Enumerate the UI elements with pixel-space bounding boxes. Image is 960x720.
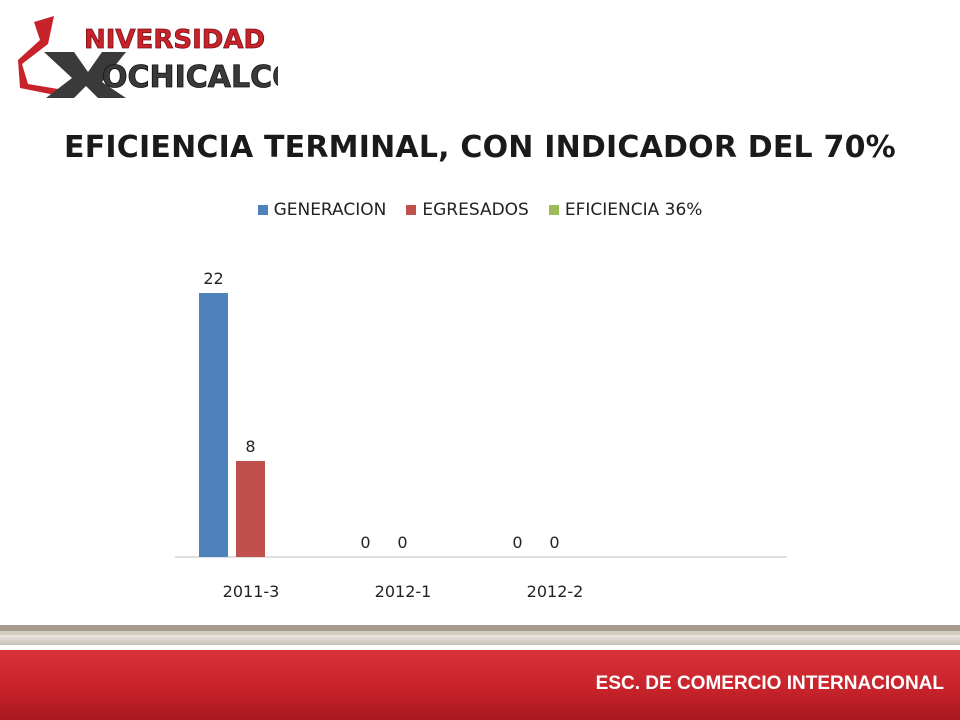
bar-generacion-2011-3	[199, 293, 228, 557]
x-tick-labels-group: 2011-3 2012-1 2012-2	[223, 582, 584, 601]
data-label-egresados-2012-1: 0	[397, 533, 407, 552]
data-label-generacion-2011-3: 22	[203, 269, 223, 288]
data-label-generacion-2012-2: 0	[512, 533, 522, 552]
legend-swatch-eficiencia	[548, 205, 559, 215]
footer-stripe-light	[0, 631, 960, 635]
logo-line2: OCHICALCO	[102, 60, 278, 95]
footer-stripe-shade	[0, 635, 960, 645]
legend-swatch-generacion	[257, 205, 268, 215]
bar-chart: 22 8 0 0 0 0 2011-3 2012-1 2012-2	[175, 269, 787, 601]
legend-label-eficiencia: EFICIENCIA 36%	[564, 200, 703, 220]
x-tick-label-2011-3: 2011-3	[223, 582, 280, 601]
legend-item-eficiencia: EFICIENCIA 36%	[548, 200, 703, 220]
logo-line1: NIVERSIDAD	[84, 25, 265, 55]
footer-stripe-dark	[0, 625, 960, 631]
legend-item-egresados: EGRESADOS	[406, 200, 529, 220]
data-labels-group: 22 8 0 0 0 0	[203, 269, 559, 552]
footer-red-band	[0, 650, 960, 720]
x-tick-label-2012-2: 2012-2	[527, 582, 584, 601]
x-tick-label-2012-1: 2012-1	[375, 582, 432, 601]
legend-swatch-egresados	[406, 205, 417, 215]
data-label-generacion-2012-1: 0	[360, 533, 370, 552]
universidad-xochicalco-logo: NIVERSIDAD OCHICALCO	[18, 16, 278, 98]
legend-item-generacion: GENERACION	[257, 200, 387, 220]
logo-red-swoosh	[18, 16, 76, 96]
bars-group	[199, 293, 265, 557]
logo-x-mark	[44, 52, 126, 98]
bar-egresados-2011-3	[236, 461, 265, 557]
chart-legend: GENERACION EGRESADOS EFICIENCIA 36%	[0, 200, 960, 220]
footer-school-name: ESC. DE COMERCIO INTERNACIONAL	[595, 673, 944, 694]
legend-label-generacion: GENERACION	[273, 200, 387, 220]
legend-label-egresados: EGRESADOS	[422, 200, 529, 220]
chart-title: EFICIENCIA TERMINAL, CON INDICADOR DEL 7…	[64, 130, 896, 165]
data-label-egresados-2012-2: 0	[549, 533, 559, 552]
data-label-egresados-2011-3: 8	[245, 437, 255, 456]
